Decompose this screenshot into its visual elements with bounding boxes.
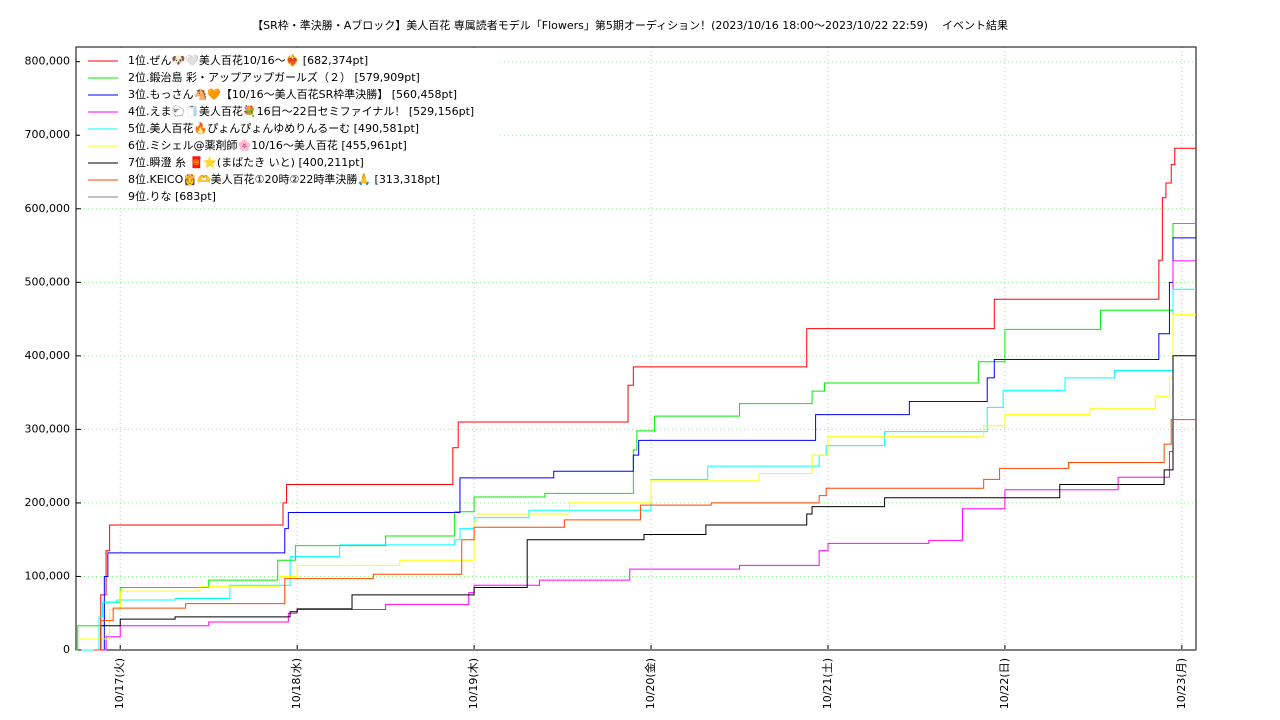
x-tick-label: 10/18(水) [290, 658, 303, 709]
x-tick-label: 10/21(土) [821, 658, 834, 709]
x-tick-label: 10/17(火) [113, 658, 126, 709]
legend-label: 5位.美人百花🔥ぴょんぴょんゆめりんるーむ [490,581pt] [128, 121, 419, 135]
legend-box [80, 51, 500, 208]
series-line [81, 288, 1196, 651]
legend-label: 6位.ミシェル@薬剤師🌸10/16〜美人百花 [455,961pt] [128, 138, 407, 152]
x-tick-label: 10/19(木) [467, 658, 480, 709]
series-line [97, 355, 1196, 651]
y-tick-label: 100,000 [25, 569, 71, 582]
y-tick-label: 300,000 [25, 422, 71, 435]
x-tick-label: 10/22(日) [998, 658, 1011, 709]
series-line [76, 223, 1196, 651]
chart-subtitle: イベント結果 [942, 18, 1008, 32]
legend-label: 8位.KEICO👸🫶美人百花①20時②22時準決勝🙏 [313,318pt] [128, 172, 440, 186]
legend-label: 7位.瞬澄 糸 🧧⭐(まばたき いと) [400,211pt] [128, 155, 364, 169]
plot-frame [75, 46, 1197, 651]
series-line [93, 237, 1196, 651]
y-tick-label: 500,000 [25, 275, 71, 288]
series-line [79, 314, 1196, 640]
legend-label: 2位.鍛治島 彩・アップアップガールズ（２） [579,909pt] [128, 70, 420, 84]
y-tick-label: 400,000 [25, 349, 71, 362]
series-line [99, 260, 1196, 651]
y-tick-label: 200,000 [25, 496, 71, 509]
series-line [97, 147, 1196, 651]
y-tick-label: 700,000 [25, 128, 71, 141]
legend-label: 9位.りな [683pt] [128, 189, 216, 203]
series-line [93, 419, 1196, 651]
legend-label: 4位.えま🐑🧻美人百花💐16日〜22日セミファイナル！ [529,156pt] [128, 104, 474, 118]
y-tick-label: 0 [63, 643, 70, 656]
x-tick-label: 10/20(金) [643, 658, 657, 709]
y-tick-label: 800,000 [25, 55, 71, 68]
chart-title: 【SR枠・準決勝・Aブロック】美人百花 専属読者モデル「Flowers」第5期オ… [252, 18, 928, 32]
legend-label: 3位.もっさん🐴🧡【10/16〜美人百花SR枠準決勝】 [560,458pt] [128, 87, 457, 101]
legend-label: 1位.ぜん🐶🤍美人百花10/16〜❤️‍🔥 [682,374pt] [128, 53, 368, 67]
x-tick-label: 10/23(月) [1175, 658, 1188, 709]
y-tick-label: 600,000 [25, 202, 71, 215]
